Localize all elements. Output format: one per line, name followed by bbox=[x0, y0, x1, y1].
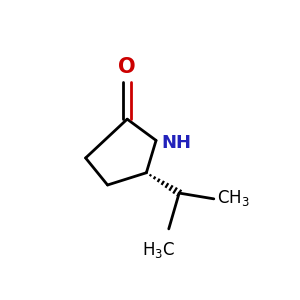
Text: O: O bbox=[118, 57, 136, 77]
Text: CH$_3$: CH$_3$ bbox=[217, 188, 250, 208]
Text: H$_3$C: H$_3$C bbox=[142, 240, 175, 260]
Text: NH: NH bbox=[162, 134, 192, 152]
